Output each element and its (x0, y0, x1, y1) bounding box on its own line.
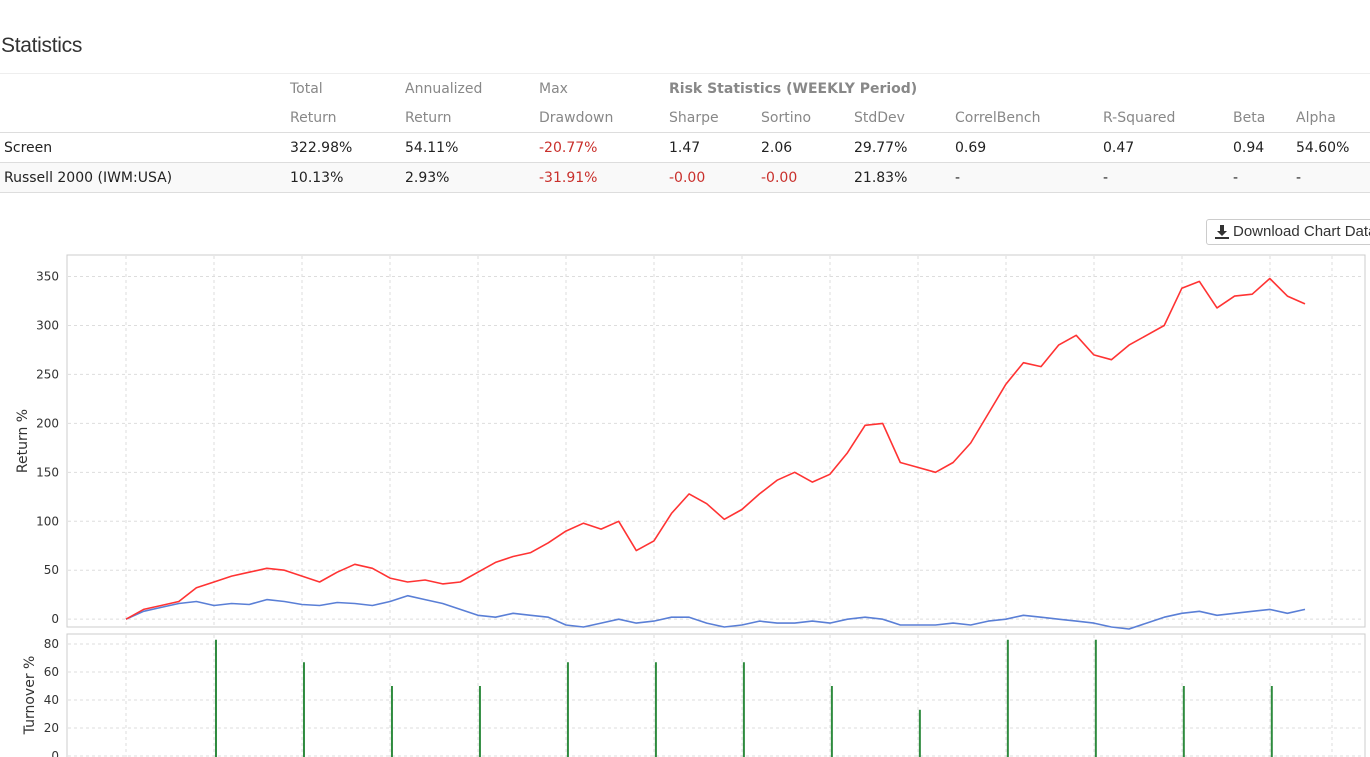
header-cell (1233, 73, 1296, 103)
table-row: Russell 2000 (IWM:USA) 10.13% 2.93% -31.… (0, 162, 1370, 193)
cell-stddev: 21.83% (854, 162, 955, 193)
cell-alpha: 54.60% (1296, 132, 1370, 163)
y-tick-label: 250 (36, 367, 59, 381)
return-chart-y-label: Return % (15, 409, 31, 473)
return-chart: 0 50 100 150 200 250 300 350 Return % (15, 254, 1366, 630)
cell-max-drawdown: -20.77% (539, 132, 669, 163)
header-beta: Beta (1233, 109, 1266, 126)
turnover-chart-bars (214, 639, 1273, 757)
y-tick-label: 60 (44, 665, 59, 679)
table-row: Screen 322.98% 54.11% -20.77% 1.47 2.06 … (0, 132, 1370, 163)
cell-r-squared: - (1103, 162, 1233, 193)
header-risk-statistics: Risk Statistics (WEEKLY Period) (669, 73, 1103, 103)
header-cell (1296, 73, 1370, 103)
y-tick-label: 0 (51, 612, 59, 626)
turnover-chart: 0 20 40 60 80 Turnover % (22, 633, 1366, 757)
cell-sortino: -0.00 (761, 162, 854, 193)
header-drawdown: Drawdown (539, 109, 614, 126)
download-chart-data-button[interactable]: Download Chart Data (1206, 219, 1370, 245)
header-max: Max (539, 73, 669, 103)
header-sortino: Sortino (761, 109, 812, 126)
cell-sortino: 2.06 (761, 132, 854, 163)
cell-annualized-return: 2.93% (405, 162, 539, 193)
screen-series-line (125, 277, 1306, 620)
cell-beta: 0.94 (1233, 132, 1296, 163)
header-correlbench: CorrelBench (955, 109, 1041, 126)
cell-alpha: - (1296, 162, 1370, 193)
y-tick-label: 300 (36, 318, 59, 332)
cell-stddev: 29.77% (854, 132, 955, 163)
header-alpha: Alpha (1296, 109, 1336, 126)
turnover-chart-y-ticks: 0 20 40 60 80 (44, 637, 59, 757)
turnover-chart-frame (66, 633, 1366, 757)
y-tick-label: 0 (51, 749, 59, 757)
row-name: Russell 2000 (IWM:USA) (0, 162, 290, 193)
header-annualized: Annualized (405, 73, 539, 103)
header-cell (1103, 73, 1233, 103)
return-chart-series (125, 277, 1306, 630)
row-name: Screen (0, 132, 290, 163)
cell-sharpe: 1.47 (669, 132, 761, 163)
cell-total-return: 10.13% (290, 162, 405, 193)
cell-max-drawdown: -31.91% (539, 162, 669, 193)
turnover-chart-grid (68, 635, 1364, 757)
cell-beta: - (1233, 162, 1296, 193)
header-total: Total (290, 73, 405, 103)
header-row-1: Total Annualized Max Risk Statistics (WE… (0, 73, 1370, 103)
cell-correlbench: - (955, 162, 1103, 193)
download-button-label: Download Chart Data (1233, 223, 1370, 240)
y-tick-label: 150 (36, 465, 59, 479)
header-cell (0, 73, 290, 103)
page-title: Statistics (1, 34, 83, 57)
y-tick-label: 40 (44, 693, 59, 707)
statistics-table: Total Annualized Max Risk Statistics (WE… (0, 73, 1370, 193)
y-tick-label: 350 (36, 270, 59, 284)
y-tick-label: 50 (44, 563, 59, 577)
turnover-chart-y-label: Turnover % (22, 656, 38, 736)
header-return: Return (405, 109, 452, 126)
y-tick-label: 100 (36, 514, 59, 528)
cell-sharpe: -0.00 (669, 162, 761, 193)
header-return: Return (290, 109, 337, 126)
y-tick-label: 20 (44, 721, 59, 735)
cell-r-squared: 0.47 (1103, 132, 1233, 163)
cell-annualized-return: 54.11% (405, 132, 539, 163)
y-tick-label: 200 (36, 416, 59, 430)
benchmark-series-line (125, 594, 1306, 630)
return-chart-y-ticks: 0 50 100 150 200 250 300 350 (36, 270, 59, 627)
header-row-2: Return Return Drawdown Sharpe Sortino St… (0, 103, 1370, 133)
header-stddev: StdDev (854, 109, 905, 126)
header-r-squared: R-Squared (1103, 109, 1176, 126)
cell-total-return: 322.98% (290, 132, 405, 163)
download-icon (1215, 225, 1229, 239)
cell-correlbench: 0.69 (955, 132, 1103, 163)
return-chart-frame (66, 254, 1366, 628)
header-sharpe: Sharpe (669, 109, 719, 126)
y-tick-label: 80 (44, 637, 59, 651)
